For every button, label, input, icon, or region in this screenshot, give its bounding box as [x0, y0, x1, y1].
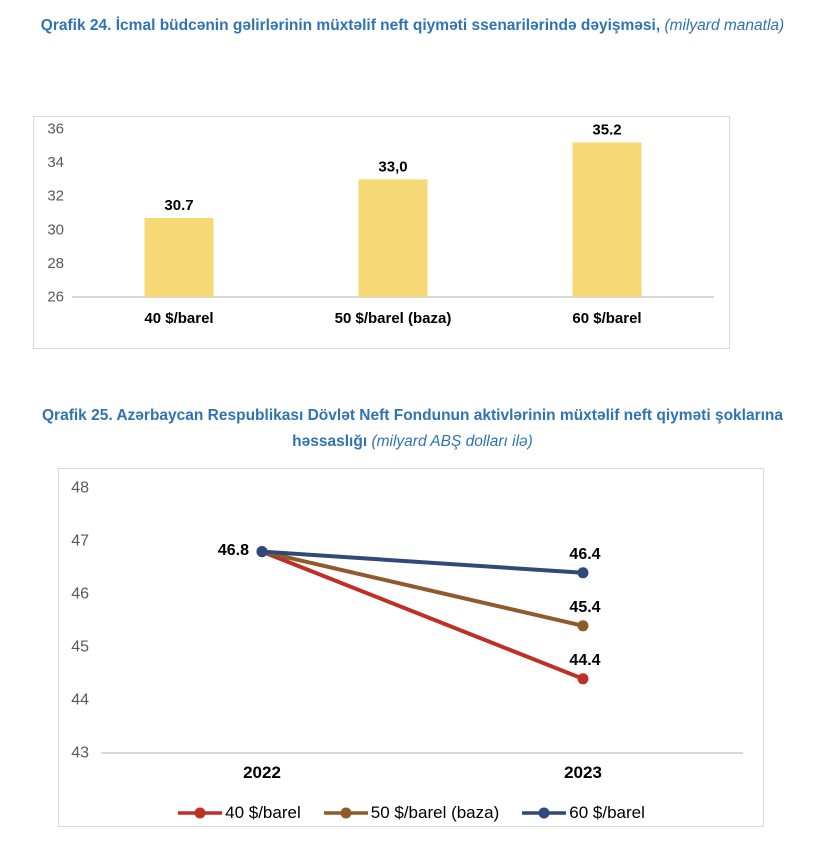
legend-line-marker-icon	[178, 807, 223, 819]
bar-category-label: 40 $/barel	[144, 310, 213, 327]
y-axis-tick-label: 44	[71, 692, 89, 709]
line-chart-canvas: 48 47 46 45 44 43 46.8 44.4 45.4 46.4 2022 2023	[71, 480, 743, 782]
bar-category-label: 50 $/barel (baza)	[335, 310, 452, 327]
legend-item-40 $/barel: 40 $/barel	[177, 803, 301, 823]
chart25-caption: Qrafik 25. Azərbaycan Respublikası Dövlə…	[6, 403, 819, 455]
series-line-50 $/barel (baza)	[260, 549, 585, 628]
chart25-caption-subtitle: (milyard ABŞ dolları ilə)	[371, 433, 533, 450]
y-axis-tick-label: 46	[71, 586, 89, 603]
y-axis-tick-label: 26	[47, 289, 64, 306]
series-line-60 $/barel	[260, 549, 585, 575]
y-axis-tick-label: 45	[71, 639, 89, 656]
bar-60 $/barel	[572, 142, 642, 297]
series-end-marker	[577, 620, 589, 632]
legend-label: 50 $/barel (baza)	[370, 803, 500, 822]
bar-chart-canvas: 36 34 32 30 28 26 30.7 40 $/barel 33,0 50 $/barel…	[47, 121, 714, 327]
legend-line-marker-icon	[522, 807, 567, 819]
end-value-label: 46.4	[569, 546, 600, 563]
end-value-label: 45.4	[569, 599, 600, 616]
y-axis-tick-label: 48	[71, 480, 89, 497]
chart24-caption-subtitle: (milyard manatla)	[664, 17, 785, 34]
legend-line-marker-icon	[323, 807, 368, 819]
bar-value-label: 33,0	[378, 158, 407, 175]
legend-label: 40 $/barel	[225, 803, 301, 822]
y-axis-tick-label: 34	[47, 154, 64, 171]
chart25-legend: 40 $/barel 50 $/barel (baza) 60 $/barel	[59, 801, 763, 825]
legend-swatch-dot	[194, 807, 206, 819]
legend-swatch-dot	[340, 807, 352, 819]
chart24-bar-chart: 36 34 32 30 28 26 30.7 40 $/barel 33,0 50 $/barel…	[33, 116, 730, 349]
chart24-caption: Qrafik 24. İcmal büdcənin gəlirlərinin m…	[6, 13, 819, 39]
legend-label: 60 $/barel	[569, 803, 645, 822]
legend-swatch-dot	[538, 807, 550, 819]
y-axis-tick-label: 47	[71, 533, 89, 550]
chart25-caption-main: Qrafik 25. Azərbaycan Respublikası Dövlə…	[41, 407, 784, 450]
y-axis-tick-label: 43	[71, 745, 89, 762]
series-end-marker	[577, 567, 589, 579]
x-category-label-2023: 2023	[564, 763, 602, 782]
bar-value-label: 35.2	[592, 121, 621, 138]
start-value-label: 46.8	[218, 542, 249, 559]
chart25-line-chart: 48 47 46 45 44 43 46.8 44.4 45.4 46.4 2022 2023 40 $…	[58, 468, 764, 827]
series-end-marker	[577, 673, 589, 685]
y-axis-tick-label: 30	[47, 221, 64, 238]
y-axis-tick-label: 28	[47, 255, 64, 272]
bar-50 $/barel (baza)	[358, 179, 428, 297]
chart24-caption-main: Qrafik 24. İcmal büdcənin gəlirlərinin m…	[40, 17, 661, 34]
y-axis-tick-label: 36	[47, 121, 64, 138]
legend-item-50 $/barel (baza): 50 $/barel (baza)	[323, 803, 500, 823]
bar-40 $/barel	[144, 218, 214, 297]
y-axis-tick-label: 32	[47, 188, 64, 205]
bar-value-label: 30.7	[164, 197, 193, 214]
legend-item-60 $/barel: 60 $/barel	[521, 803, 645, 823]
series-start-marker	[256, 546, 268, 558]
bar-category-label: 60 $/barel	[572, 310, 641, 327]
end-value-label: 44.4	[569, 652, 600, 669]
x-category-label-2022: 2022	[243, 763, 281, 782]
series-line-40 $/barel	[260, 549, 585, 681]
